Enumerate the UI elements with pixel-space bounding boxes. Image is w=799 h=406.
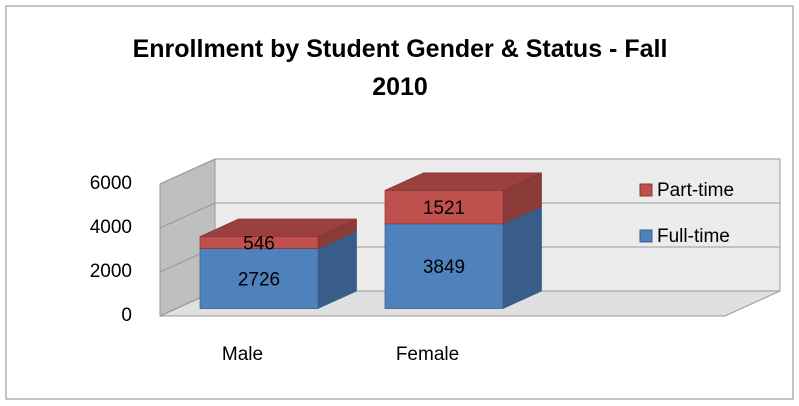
value-label: 3849	[423, 257, 465, 278]
side-grid-line	[159, 158, 216, 185]
bar-segment	[199, 218, 357, 250]
x-tick-label: Female	[396, 344, 459, 365]
bar-segment	[384, 172, 542, 225]
y-tick-label: 6000	[90, 173, 132, 194]
legend-label: Part-time	[657, 180, 734, 201]
bar-side	[502, 205, 542, 310]
chart-title: Enrollment by Student Gender & Status - …	[132, 35, 668, 101]
legend-label: Full-time	[657, 226, 730, 247]
bar-top	[199, 218, 357, 237]
value-label: 546	[243, 234, 275, 255]
y-tick-label: 4000	[90, 217, 132, 238]
value-label: 1521	[423, 198, 465, 219]
y-tick-label: 2000	[90, 261, 132, 282]
side-grid-line	[159, 202, 216, 229]
bar-top	[384, 172, 542, 191]
y-tick-label: 0	[121, 305, 132, 326]
value-label: 2726	[238, 270, 280, 291]
legend-swatch	[639, 183, 653, 197]
legend-swatch	[639, 229, 653, 243]
x-tick-label: Male	[222, 344, 263, 365]
